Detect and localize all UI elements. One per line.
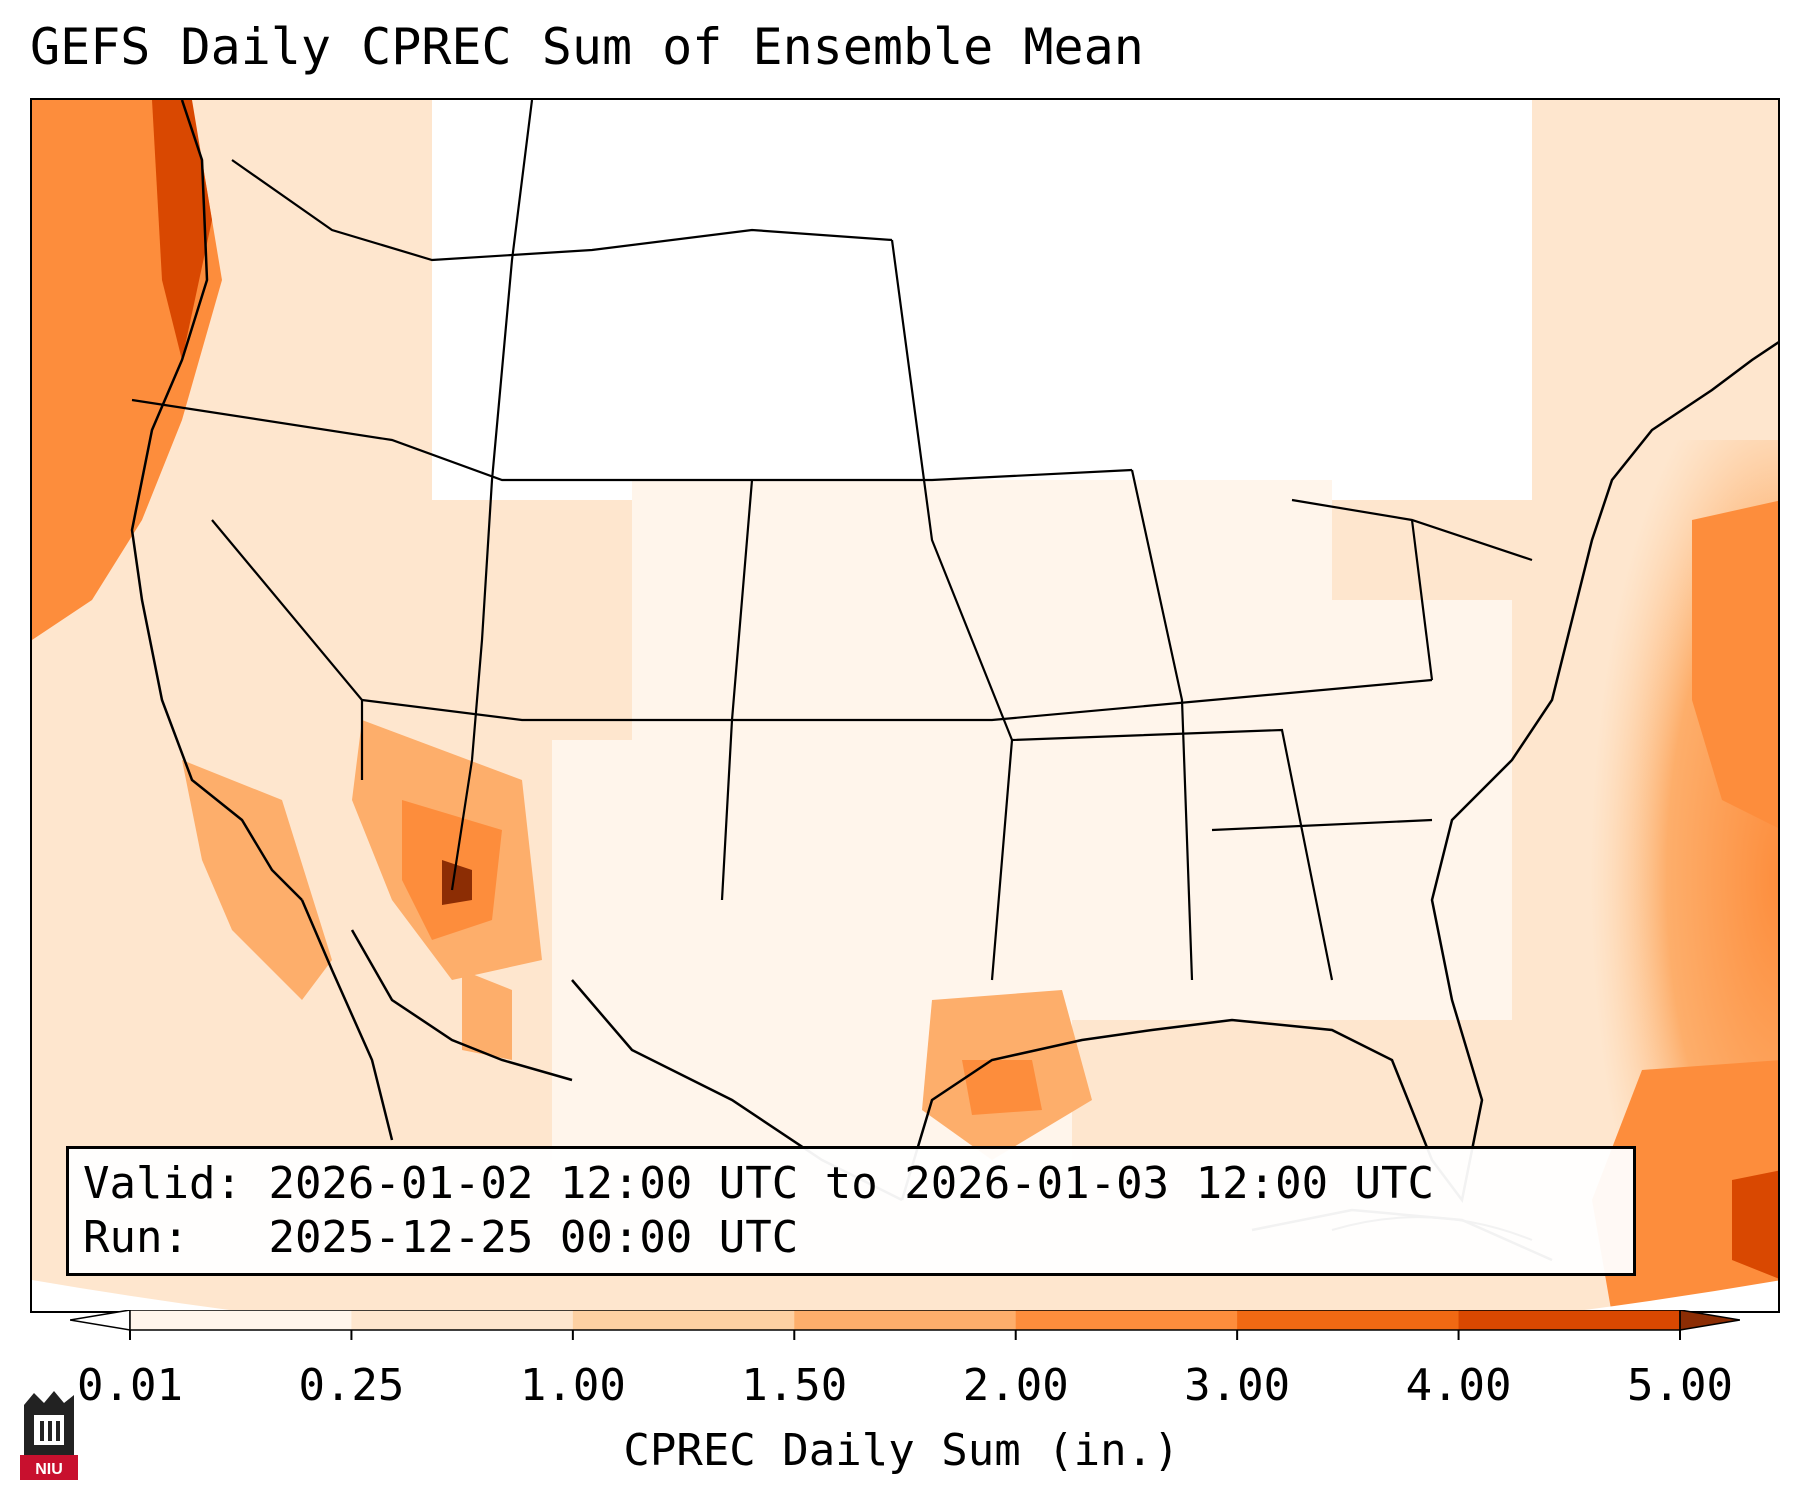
colorbar-extend-low [70, 1310, 131, 1331]
colorbar-label: CPREC Daily Sum (in.) [623, 1425, 1180, 1476]
colorbar-tick-label: 4.00 [1405, 1360, 1512, 1411]
colorbar-tick-label: 2.00 [962, 1360, 1069, 1411]
precip-caribbean [1592, 1060, 1778, 1311]
run-value: 2025-12-25 00:00 UTC [268, 1212, 799, 1263]
map-canvas [32, 100, 1778, 1311]
dry-north-region [432, 100, 1532, 500]
svg-text:NIU: NIU [35, 1461, 63, 1478]
colorbar-extend-high [1679, 1310, 1740, 1331]
colorbar-tick-label: 5.00 [1627, 1360, 1733, 1411]
colorbar-segment [1458, 1310, 1681, 1330]
colorbar-ticks [129, 1330, 1681, 1340]
colorbar-tick-label: 0.25 [298, 1360, 405, 1411]
precip-atlantic-band [1692, 500, 1778, 828]
colorbar-segment [1237, 1310, 1460, 1330]
dry-southeast-region [1032, 600, 1512, 1020]
run-label: Run: [83, 1212, 189, 1263]
colorbar-tick-label: 0.01 [77, 1360, 183, 1411]
colorbar-tick-label: 3.00 [1184, 1360, 1291, 1411]
precip-map [30, 98, 1780, 1313]
valid-run-info-box: Valid: 2026-01-02 12:00 UTC to 2026-01-0… [66, 1146, 1636, 1276]
precip-sonora [462, 970, 512, 1060]
domain-edge [32, 1280, 1778, 1311]
colorbar [70, 1310, 1740, 1340]
valid-value: 2026-01-02 12:00 UTC to 2026-01-03 12:00… [268, 1158, 1435, 1209]
colorbar-tick-label: 1.00 [519, 1360, 626, 1411]
precip-pacific-nw-core [152, 100, 212, 360]
precip-so-cal [182, 760, 332, 1000]
state-borders [131, 100, 1533, 981]
precip-gulf-high [962, 1060, 1042, 1115]
colorbar-segment [572, 1310, 795, 1330]
precip-caribbean-core [1732, 1170, 1778, 1279]
colorbar-segments [70, 1310, 1740, 1331]
niu-logo: NIU [20, 1391, 78, 1480]
colorbar-segment [794, 1310, 1017, 1330]
colorbar-tick-label: 1.50 [741, 1360, 848, 1411]
colorbar-segment [1015, 1310, 1238, 1330]
precip-arizona-peak [442, 860, 472, 905]
valid-label: Valid: [83, 1158, 242, 1209]
colorbar-segment [130, 1310, 352, 1330]
colorbar-segment [351, 1310, 574, 1330]
map-title: GEFS Daily CPREC Sum of Ensemble Mean [30, 18, 1144, 76]
